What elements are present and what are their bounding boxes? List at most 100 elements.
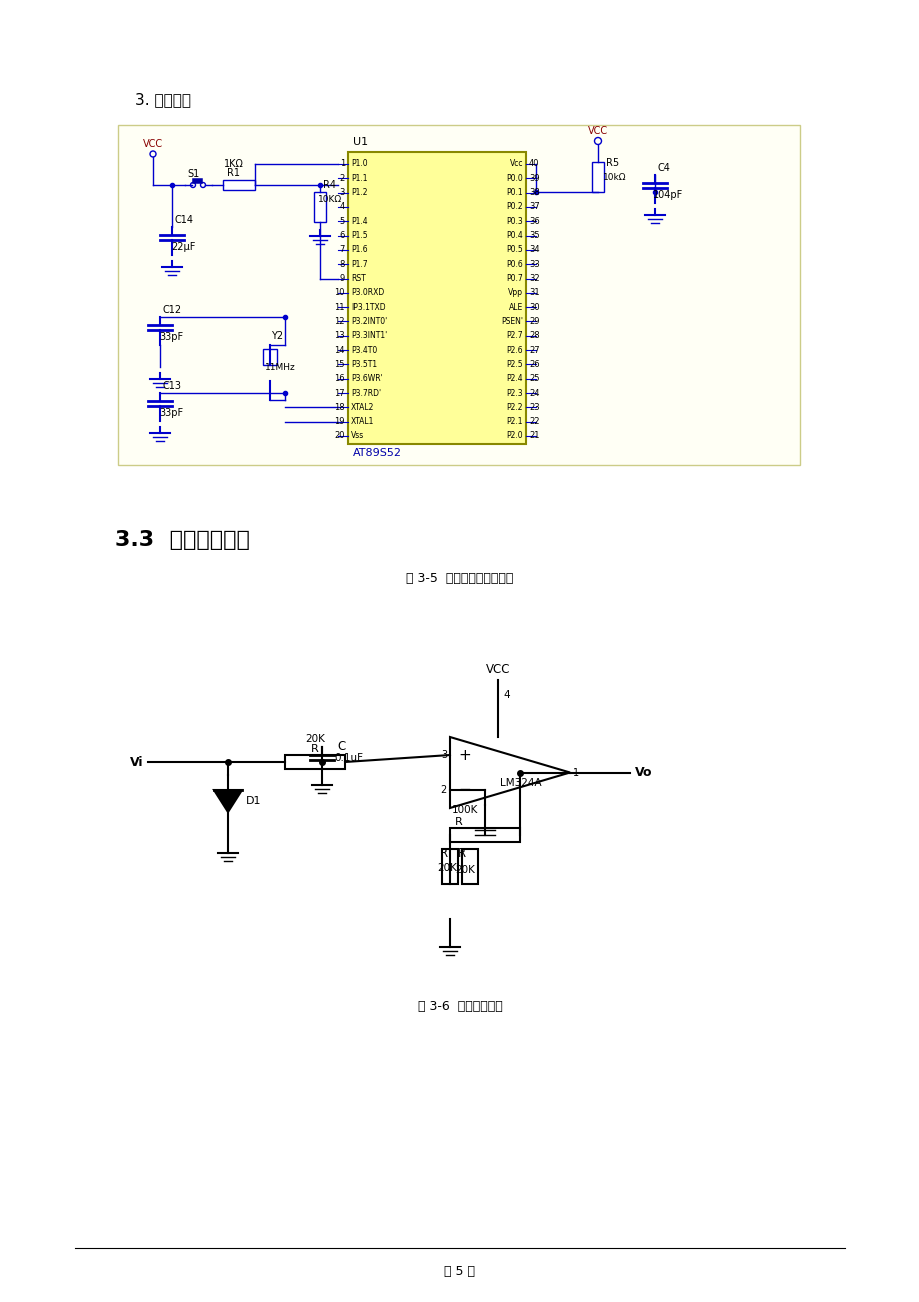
Text: C13: C13 — [163, 381, 182, 391]
Text: 18: 18 — [334, 402, 345, 411]
Text: P0.1: P0.1 — [505, 187, 522, 197]
Text: P3.2INT0': P3.2INT0' — [351, 316, 387, 326]
Text: 3. 直流电源: 3. 直流电源 — [135, 92, 191, 107]
Text: P1.6: P1.6 — [351, 245, 368, 254]
Text: 29: 29 — [528, 316, 539, 326]
Text: 4: 4 — [503, 690, 509, 700]
Text: P3.0RXD: P3.0RXD — [351, 288, 384, 297]
Text: 图 3-6  信号处理电路: 图 3-6 信号处理电路 — [417, 1000, 502, 1013]
Text: VCC: VCC — [485, 663, 510, 676]
Text: 20K: 20K — [455, 865, 474, 875]
Text: P1.1: P1.1 — [351, 173, 367, 182]
Bar — [263, 349, 277, 365]
Text: Vpp: Vpp — [507, 288, 522, 297]
Text: 11: 11 — [335, 302, 345, 311]
Text: 第 5 页: 第 5 页 — [444, 1266, 475, 1279]
Text: 20K: 20K — [305, 734, 324, 743]
Text: P2.7: P2.7 — [505, 331, 522, 340]
Text: P3.6WR': P3.6WR' — [351, 374, 382, 383]
Text: Y2: Y2 — [271, 331, 283, 341]
Text: 33pF: 33pF — [159, 332, 183, 342]
Text: 8: 8 — [339, 259, 345, 268]
Bar — [347, 152, 526, 444]
Text: LM324A: LM324A — [499, 777, 541, 788]
Text: P1.4: P1.4 — [351, 216, 368, 225]
Text: 100K: 100K — [451, 805, 478, 815]
Polygon shape — [449, 737, 570, 809]
Text: 25: 25 — [528, 374, 539, 383]
Text: VCC: VCC — [142, 139, 163, 148]
Text: P1.2: P1.2 — [351, 187, 367, 197]
Text: PSEN': PSEN' — [501, 316, 522, 326]
Text: 3: 3 — [440, 750, 447, 760]
Text: C14: C14 — [175, 215, 194, 225]
Text: 7: 7 — [339, 245, 345, 254]
Text: R5: R5 — [606, 158, 618, 168]
Text: 20K: 20K — [437, 863, 457, 874]
Text: 30: 30 — [528, 302, 539, 311]
Bar — [222, 180, 255, 190]
Text: R4: R4 — [323, 180, 335, 190]
Text: 33pF: 33pF — [159, 408, 183, 418]
Text: P3.3INT1': P3.3INT1' — [351, 331, 387, 340]
Text: 14: 14 — [335, 345, 345, 354]
Text: R: R — [439, 848, 448, 861]
Text: C12: C12 — [163, 305, 182, 315]
Text: 1KΩ: 1KΩ — [223, 159, 244, 169]
Bar — [591, 161, 604, 191]
Text: 24: 24 — [528, 388, 539, 397]
Text: R: R — [458, 848, 466, 861]
Text: 0.1uF: 0.1uF — [334, 753, 363, 763]
Text: 3: 3 — [339, 187, 345, 197]
Text: 39: 39 — [528, 173, 539, 182]
Text: P3.7RD': P3.7RD' — [351, 388, 380, 397]
Text: 图 3-5  单片机外围接口电路: 图 3-5 单片机外围接口电路 — [406, 572, 513, 585]
Text: S1: S1 — [187, 169, 199, 178]
Text: 2: 2 — [440, 785, 447, 796]
Text: P0.3: P0.3 — [505, 216, 522, 225]
Text: VCC: VCC — [587, 126, 607, 135]
Text: P2.0: P2.0 — [505, 431, 522, 440]
Text: 38: 38 — [528, 187, 539, 197]
Text: P0.7: P0.7 — [505, 273, 522, 283]
Text: R: R — [311, 743, 319, 754]
Bar — [313, 191, 325, 223]
Text: U1: U1 — [353, 137, 368, 147]
Text: P1.0: P1.0 — [351, 160, 368, 168]
Text: P1.5: P1.5 — [351, 230, 368, 240]
Text: −: − — [458, 783, 471, 798]
Text: 17: 17 — [334, 388, 345, 397]
Bar — [285, 755, 345, 769]
Text: 12: 12 — [335, 316, 345, 326]
Text: 37: 37 — [528, 202, 539, 211]
Text: 33: 33 — [528, 259, 539, 268]
Text: 35: 35 — [528, 230, 539, 240]
Text: RST: RST — [351, 273, 366, 283]
Text: P1.7: P1.7 — [351, 259, 368, 268]
Text: D1: D1 — [245, 796, 261, 806]
Text: P0.6: P0.6 — [505, 259, 522, 268]
Text: 36: 36 — [528, 216, 539, 225]
Bar — [118, 125, 800, 465]
Text: 10: 10 — [335, 288, 345, 297]
Text: C: C — [336, 741, 345, 754]
Text: 22μF: 22μF — [171, 242, 195, 253]
Text: R: R — [455, 816, 462, 827]
Text: Vo: Vo — [634, 766, 652, 779]
Text: 27: 27 — [528, 345, 539, 354]
Text: P0.2: P0.2 — [505, 202, 522, 211]
Text: P2.5: P2.5 — [505, 359, 522, 368]
Text: 1: 1 — [573, 767, 578, 777]
Text: 104pF: 104pF — [652, 190, 683, 201]
Text: +: + — [458, 747, 471, 763]
Text: 16: 16 — [334, 374, 345, 383]
Text: 2: 2 — [339, 173, 345, 182]
Text: AT89S52: AT89S52 — [353, 448, 402, 458]
Text: Vcc: Vcc — [509, 160, 522, 168]
Text: P3.4T0: P3.4T0 — [351, 345, 377, 354]
Text: P2.1: P2.1 — [506, 417, 522, 426]
Text: 5: 5 — [339, 216, 345, 225]
Text: 19: 19 — [335, 417, 345, 426]
Bar — [441, 849, 458, 884]
Text: 26: 26 — [528, 359, 539, 368]
